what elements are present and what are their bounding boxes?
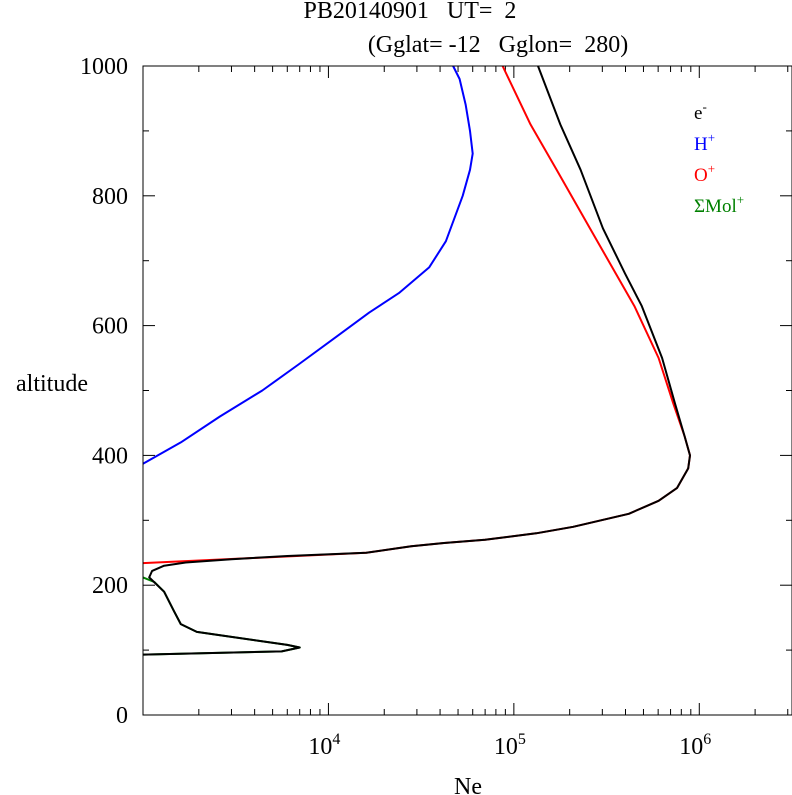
x-tick-label: 106 <box>679 731 711 760</box>
legend: e- H+ O+ ΣMol+ <box>694 99 744 217</box>
series-line <box>142 65 691 656</box>
y-tick-label: 600 <box>92 314 128 340</box>
y-tick-label: 800 <box>92 184 128 210</box>
legend-entry: O+ <box>694 161 715 186</box>
y-tick-labels: 0 200 400 600 800 1000 <box>80 54 128 729</box>
legend-entry: ΣMol+ <box>694 192 744 217</box>
chart-title-line1: PB20140901 UT= 2 <box>304 0 517 24</box>
y-tick-label: 0 <box>116 703 128 729</box>
x-tick-labels: 104 105 106 <box>308 731 711 760</box>
legend-entry: e- <box>694 99 707 124</box>
legend-entry: H+ <box>694 130 715 155</box>
x-tick-label: 104 <box>308 731 340 760</box>
plot-frame <box>142 65 792 716</box>
y-tick-label: 200 <box>92 573 128 599</box>
series-line <box>142 65 691 565</box>
chart-title-line2: (Gglat= -12 Gglon= 280) <box>368 32 628 58</box>
x-tick-label: 105 <box>494 731 526 760</box>
axis-ticks <box>142 65 792 716</box>
x-axis-label: Ne <box>454 774 482 795</box>
y-tick-label: 1000 <box>80 54 128 80</box>
plot-lines <box>142 65 691 656</box>
series-line <box>142 65 474 465</box>
y-axis-label: altitude <box>16 371 88 397</box>
y-tick-label: 400 <box>92 443 128 469</box>
